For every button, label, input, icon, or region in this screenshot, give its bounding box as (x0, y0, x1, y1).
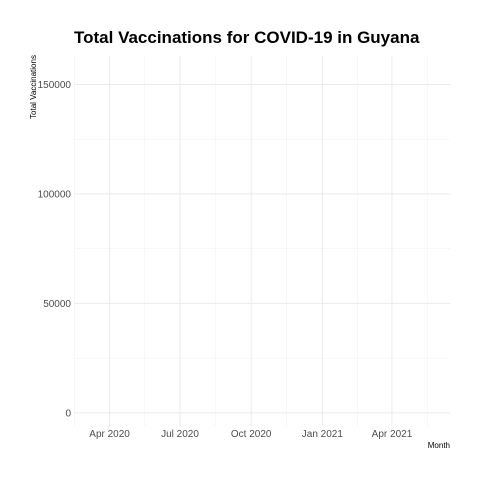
y-tick-label: 50000 (43, 299, 71, 310)
y-tick-label: 100000 (38, 189, 72, 200)
x-tick-label: Apr 2020 (89, 429, 130, 440)
y-axis-title: Total Vaccinations (29, 55, 38, 119)
x-tick-label: Oct 2020 (231, 429, 272, 440)
chart-title: Total Vaccinations for COVID-19 in Guyan… (74, 28, 420, 47)
x-axis-title: Month (428, 441, 450, 450)
y-tick-label: 150000 (38, 80, 72, 91)
x-axis: Apr 2020 Jul 2020 Oct 2020 Jan 2021 Apr 2021 (89, 429, 412, 440)
y-tick-label: 0 (65, 408, 71, 419)
x-tick-label: Jul 2020 (161, 429, 199, 440)
x-tick-label: Apr 2021 (372, 429, 413, 440)
y-axis: 0 50000 100000 150000 (38, 80, 72, 419)
grid (74, 56, 450, 426)
x-tick-label: Jan 2021 (302, 429, 344, 440)
